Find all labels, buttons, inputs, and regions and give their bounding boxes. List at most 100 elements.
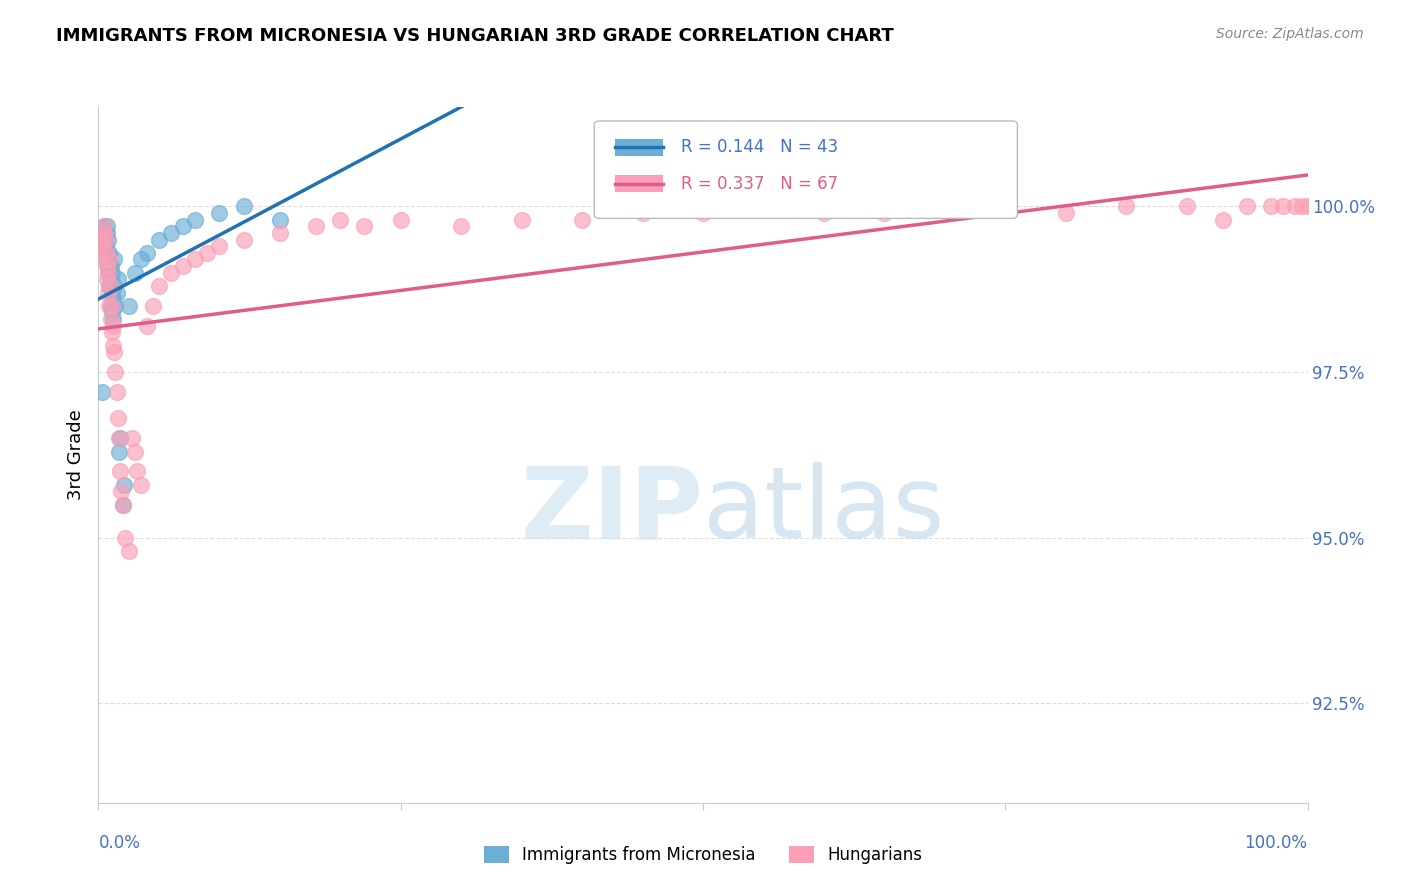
Point <box>96 259 118 273</box>
Point <box>571 212 593 227</box>
Point <box>114 531 136 545</box>
Point <box>108 431 131 445</box>
Point <box>103 345 125 359</box>
Point <box>208 239 231 253</box>
Text: R = 0.144   N = 43: R = 0.144 N = 43 <box>682 138 838 156</box>
Point <box>91 233 114 247</box>
Point <box>160 266 183 280</box>
Point <box>305 219 328 234</box>
Point <box>111 498 134 512</box>
Point <box>94 233 117 247</box>
Point <box>269 226 291 240</box>
Point <box>752 199 775 213</box>
Point <box>160 226 183 240</box>
Point <box>103 252 125 267</box>
Point <box>91 239 114 253</box>
Point <box>112 477 135 491</box>
Point <box>90 252 112 267</box>
Point <box>101 338 124 352</box>
Point <box>97 266 120 280</box>
Point <box>93 219 115 234</box>
Point <box>1272 199 1295 213</box>
Point <box>100 305 122 319</box>
Point <box>172 219 194 234</box>
Point <box>93 226 115 240</box>
Point <box>510 212 533 227</box>
Point <box>127 465 149 479</box>
Point <box>195 245 218 260</box>
Point <box>101 318 124 333</box>
Point <box>208 206 231 220</box>
Point <box>108 444 131 458</box>
Text: R = 0.337   N = 67: R = 0.337 N = 67 <box>682 175 838 193</box>
Point <box>118 544 141 558</box>
Point <box>1296 199 1319 213</box>
Point <box>96 252 118 267</box>
Point <box>692 206 714 220</box>
Point <box>107 272 129 286</box>
Point <box>934 199 956 213</box>
Y-axis label: 3rd Grade: 3rd Grade <box>66 409 84 500</box>
Point <box>129 252 152 267</box>
Point <box>101 292 124 306</box>
Point <box>111 498 134 512</box>
Point <box>124 266 146 280</box>
Point <box>631 206 654 220</box>
Text: atlas: atlas <box>703 462 945 559</box>
Point <box>97 259 120 273</box>
Point <box>100 299 122 313</box>
Point <box>135 245 157 260</box>
Point <box>232 233 254 247</box>
Point <box>94 245 117 260</box>
Point <box>994 199 1017 213</box>
Point <box>110 484 132 499</box>
Point <box>97 285 120 300</box>
Text: 0.0%: 0.0% <box>98 834 141 852</box>
Point <box>98 299 121 313</box>
Point <box>232 199 254 213</box>
Point <box>104 299 127 313</box>
Point <box>93 226 115 240</box>
Point <box>269 212 291 227</box>
Point <box>142 299 165 313</box>
Text: 100.0%: 100.0% <box>1244 834 1308 852</box>
Point <box>353 219 375 234</box>
Point <box>108 431 131 445</box>
Point <box>389 212 412 227</box>
Point <box>100 312 122 326</box>
Point <box>100 285 122 300</box>
Point <box>101 312 124 326</box>
Point <box>118 299 141 313</box>
Point <box>124 444 146 458</box>
Point <box>94 245 117 260</box>
Point <box>91 233 114 247</box>
Point <box>148 279 170 293</box>
Point <box>121 431 143 445</box>
Legend: Immigrants from Micronesia, Hungarians: Immigrants from Micronesia, Hungarians <box>477 839 929 871</box>
Point <box>96 226 118 240</box>
Point <box>172 259 194 273</box>
Point <box>148 233 170 247</box>
Point <box>105 384 128 399</box>
Point <box>129 477 152 491</box>
Point <box>100 279 122 293</box>
Point <box>1260 199 1282 213</box>
Point <box>96 272 118 286</box>
Point <box>184 252 207 267</box>
Point <box>94 239 117 253</box>
Point <box>135 318 157 333</box>
Point <box>97 266 120 280</box>
Point <box>100 272 122 286</box>
Point <box>450 219 472 234</box>
Point <box>184 212 207 227</box>
Point <box>94 233 117 247</box>
Point <box>873 206 896 220</box>
Point <box>1236 199 1258 213</box>
Point <box>104 365 127 379</box>
Bar <box>614 139 664 156</box>
Point <box>1115 199 1137 213</box>
Bar <box>614 175 664 192</box>
Point <box>100 299 122 313</box>
Point <box>98 245 121 260</box>
Point <box>1284 199 1306 213</box>
